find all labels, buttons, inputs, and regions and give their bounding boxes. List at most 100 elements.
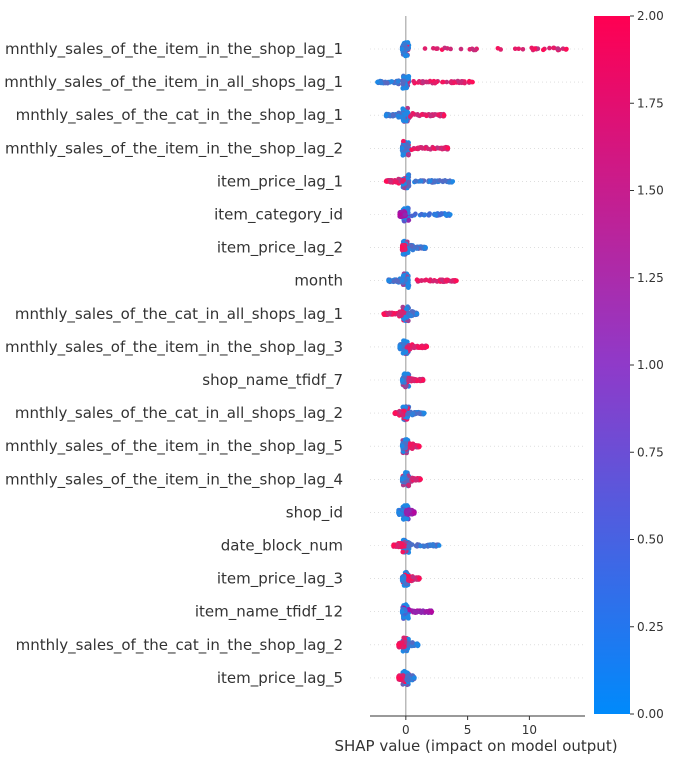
shap-point xyxy=(418,610,424,615)
feature-points xyxy=(381,304,420,324)
feature-label: mnthly_sales_of_the_item_in_the_shop_lag… xyxy=(5,470,343,489)
shap-point xyxy=(446,179,452,185)
shap-point xyxy=(437,212,443,218)
shap-point xyxy=(375,79,380,85)
shap-point xyxy=(390,112,396,118)
shap-point xyxy=(394,179,399,185)
shap-point xyxy=(383,112,389,118)
shap-point xyxy=(428,113,433,119)
shap-point xyxy=(432,80,438,86)
shap-point xyxy=(540,47,546,53)
shap-point xyxy=(391,543,396,548)
feature-points xyxy=(383,105,447,124)
feature-points xyxy=(391,537,442,555)
shap-point xyxy=(419,112,425,117)
shap-point xyxy=(418,543,423,549)
shap-point xyxy=(413,211,418,217)
shap-point xyxy=(408,313,414,319)
shap-point xyxy=(405,578,411,583)
shap-point xyxy=(512,46,518,52)
feature-label: mnthly_sales_of_the_item_in_the_shop_lag… xyxy=(5,40,343,59)
feature-label: item_price_lag_3 xyxy=(217,570,343,589)
shap-point xyxy=(399,576,405,581)
shap-point xyxy=(444,79,450,85)
shap-point xyxy=(406,607,412,613)
shap-point xyxy=(400,179,405,184)
shap-point xyxy=(407,441,413,447)
shap-point xyxy=(415,642,421,648)
feature-label: shop_name_tfidf_7 xyxy=(202,371,343,390)
shap-point xyxy=(405,172,411,178)
shap-point xyxy=(417,576,422,581)
shap-point xyxy=(432,178,437,184)
shap-point xyxy=(423,609,429,614)
colorbar-tick-label: 0.50 xyxy=(637,533,664,547)
shap-point xyxy=(399,146,405,151)
shap-point xyxy=(416,411,422,416)
shap-point xyxy=(389,79,394,84)
shap-point xyxy=(435,46,440,51)
shap-point xyxy=(404,516,410,522)
shap-point xyxy=(418,178,424,184)
colorbar-tick-label: 1.75 xyxy=(637,96,664,110)
shap-point xyxy=(412,343,417,349)
shap-point xyxy=(403,383,409,389)
shap-point xyxy=(440,79,445,85)
shap-point xyxy=(399,278,405,283)
feature-label: item_name_tfidf_12 xyxy=(195,603,343,622)
shap-point xyxy=(448,46,453,52)
feature-label: mnthly_sales_of_the_cat_in_the_shop_lag_… xyxy=(16,636,343,655)
shap-point xyxy=(409,213,415,219)
shap-point xyxy=(411,475,416,481)
shap-point xyxy=(404,509,410,515)
shap-point xyxy=(419,211,424,217)
shap-point xyxy=(412,510,417,515)
shap-point xyxy=(416,345,421,350)
shap-point xyxy=(450,179,456,184)
shap-point xyxy=(418,477,423,482)
colorbar-tick-label: 0.75 xyxy=(637,445,664,459)
feature-points xyxy=(399,138,451,158)
feature-points xyxy=(396,503,417,522)
shap-point xyxy=(397,344,402,350)
colorbar-tick-label: 1.00 xyxy=(637,358,664,372)
feature-label: date_block_num xyxy=(221,537,343,556)
shap-point xyxy=(399,541,405,547)
shap-point xyxy=(424,79,429,85)
shap-point xyxy=(400,640,405,645)
shap-point xyxy=(396,510,401,515)
shap-point xyxy=(426,213,432,218)
shap-point xyxy=(402,338,408,344)
feature-label: month xyxy=(294,272,343,290)
shap-point xyxy=(409,542,415,547)
feature-points xyxy=(399,40,569,59)
shap-point xyxy=(399,46,405,52)
shap-point xyxy=(412,675,417,681)
shap-point xyxy=(436,543,442,548)
colorbar xyxy=(594,16,630,714)
shap-point xyxy=(406,179,412,185)
shap-point xyxy=(400,138,406,144)
colorbar-tick-label: 2.00 xyxy=(637,9,664,23)
shap-point xyxy=(396,642,401,648)
shap-point xyxy=(437,178,442,183)
feature-label: item_price_lag_5 xyxy=(217,669,343,688)
shap-point xyxy=(462,80,467,86)
shap-point xyxy=(473,47,478,53)
shap-point xyxy=(383,179,389,184)
shap-point xyxy=(411,79,416,84)
shap-point xyxy=(398,114,404,120)
shap-point xyxy=(403,53,408,59)
shap-point xyxy=(405,573,410,579)
shap-point xyxy=(441,112,447,118)
shap-point xyxy=(423,245,428,250)
shap-point xyxy=(448,212,453,217)
shap-point xyxy=(426,278,432,284)
shap-point xyxy=(416,145,421,151)
shap-point xyxy=(399,245,405,250)
shap-point xyxy=(396,78,401,84)
shap-point xyxy=(410,640,415,645)
shap-point xyxy=(400,118,406,123)
shap-point xyxy=(385,80,390,86)
